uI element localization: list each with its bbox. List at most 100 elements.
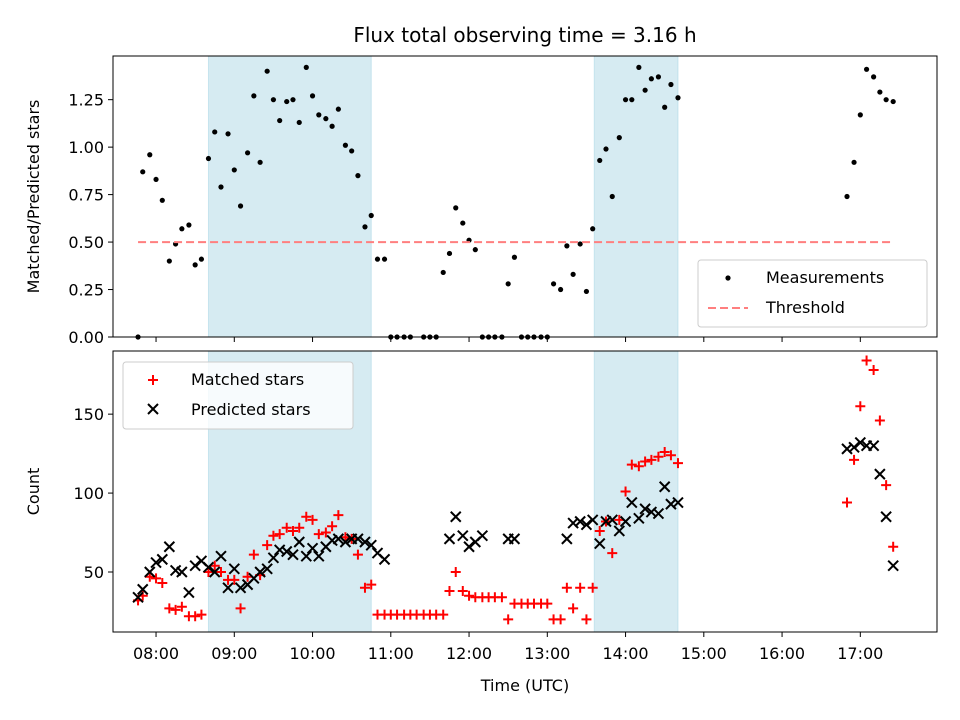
- measurement-point: [622, 97, 629, 103]
- predicted-star-point: [176, 566, 188, 578]
- predicted-star-point: [254, 566, 266, 578]
- measurement-point: [440, 269, 446, 276]
- matched-star-point: [842, 497, 853, 508]
- x-tick-label: 17:00: [837, 644, 883, 663]
- predicted-star-point: [156, 553, 169, 566]
- predicted-star-point: [561, 533, 573, 545]
- predicted-star-point: [626, 496, 638, 509]
- measurement-point: [877, 89, 883, 95]
- measurement-point: [570, 271, 576, 277]
- matched-star-point: [235, 603, 246, 614]
- measurement-point: [374, 256, 381, 262]
- predicted-star-point: [300, 550, 312, 562]
- predicted-star-point: [672, 496, 684, 509]
- shaded-interval: [593, 350, 679, 633]
- matched-star-point: [333, 510, 344, 521]
- predicted-star-point: [658, 481, 671, 493]
- matched-star-point: [268, 530, 279, 541]
- matched-star-point: [542, 598, 553, 609]
- predicted-star-point: [287, 548, 299, 561]
- predicted-star-point: [150, 556, 162, 569]
- legend-label-measurements: Measurements: [766, 268, 884, 287]
- predicted-star-point: [867, 440, 880, 452]
- measurement-point: [636, 64, 642, 70]
- predicted-star-point: [228, 563, 240, 575]
- matched-star-point: [672, 458, 683, 469]
- predicted-star-point: [293, 536, 305, 548]
- x-tick-label: 15:00: [681, 644, 727, 663]
- matched-star-point: [653, 451, 664, 462]
- predicted-star-point: [613, 525, 626, 537]
- predicted-star-point: [132, 591, 144, 603]
- y-tick-label: 100: [73, 484, 104, 503]
- predicted-star-point: [508, 533, 521, 545]
- measurement-point: [186, 222, 192, 228]
- legend-marker-predicted: [147, 403, 159, 415]
- measurement-point: [212, 129, 218, 135]
- predicted-star-point: [215, 550, 227, 562]
- matched-star-point: [849, 454, 860, 465]
- measurement-point: [284, 98, 290, 105]
- predicted-star-point: [450, 511, 462, 523]
- matched-star-point: [274, 529, 285, 540]
- predicted-star-point: [841, 443, 853, 455]
- legend-marker-matched: [148, 375, 158, 385]
- measurement-point: [218, 184, 224, 190]
- predicted-star-point: [633, 512, 645, 525]
- measurement-point: [655, 74, 662, 80]
- predicted-star-point: [209, 566, 221, 578]
- legend-label-threshold: Threshold: [765, 298, 845, 317]
- matched-star-point: [366, 579, 377, 590]
- measurement-point: [550, 281, 557, 287]
- y-tick-label: 0.25: [68, 281, 104, 300]
- matched-star-point: [874, 415, 885, 426]
- measurement-point: [511, 254, 518, 260]
- matched-star-point: [262, 540, 273, 551]
- measurement-point: [264, 68, 270, 74]
- matched-star-point: [594, 525, 605, 536]
- measurement-point: [342, 142, 349, 148]
- matched-star-point: [294, 522, 305, 533]
- measurement-point: [890, 98, 896, 105]
- measurement-point: [323, 116, 329, 122]
- matched-star-point: [320, 527, 331, 538]
- matched-star-point: [327, 521, 338, 532]
- measurement-point: [147, 152, 153, 158]
- predicted-star-point: [887, 559, 899, 572]
- measurement-point: [871, 74, 877, 80]
- matched-star-point: [352, 549, 363, 560]
- measurement-point: [296, 119, 302, 126]
- chart-title: Flux total observing time = 3.16 h: [353, 23, 696, 47]
- predicted-star-point: [619, 515, 632, 528]
- matched-star-point: [164, 603, 175, 614]
- predicted-star-point: [580, 518, 593, 531]
- y-tick-label: 1.25: [68, 91, 104, 110]
- predicted-star-point: [463, 541, 475, 553]
- predicted-star-point: [313, 550, 325, 562]
- matched-star-point: [640, 456, 651, 467]
- measurement-point: [863, 66, 870, 72]
- predicted-star-point: [639, 503, 651, 515]
- measurement-point: [290, 97, 296, 103]
- y-tick-label: 150: [73, 405, 104, 424]
- matched-star-point: [215, 567, 226, 578]
- predicted-star-point: [476, 529, 489, 542]
- predicted-star-point: [594, 537, 606, 550]
- legend-marker-measurements: [725, 275, 731, 281]
- matched-star-point: [620, 486, 631, 497]
- x-tick-label: 12:00: [446, 644, 492, 663]
- predicted-star-point: [652, 507, 665, 520]
- matched-star-point: [248, 549, 259, 560]
- matched-star-point: [170, 604, 181, 615]
- predicted-star-point: [352, 533, 364, 545]
- matched-star-point: [561, 582, 572, 593]
- measurement-point: [231, 167, 237, 173]
- matched-star-point: [581, 614, 592, 625]
- measurement-point: [303, 64, 309, 70]
- matched-star-point: [301, 511, 312, 522]
- legend: Matched stars Predicted stars: [122, 361, 354, 430]
- predicted-star-point: [874, 468, 886, 480]
- predicted-star-point: [189, 559, 201, 572]
- measurement-point: [603, 146, 609, 152]
